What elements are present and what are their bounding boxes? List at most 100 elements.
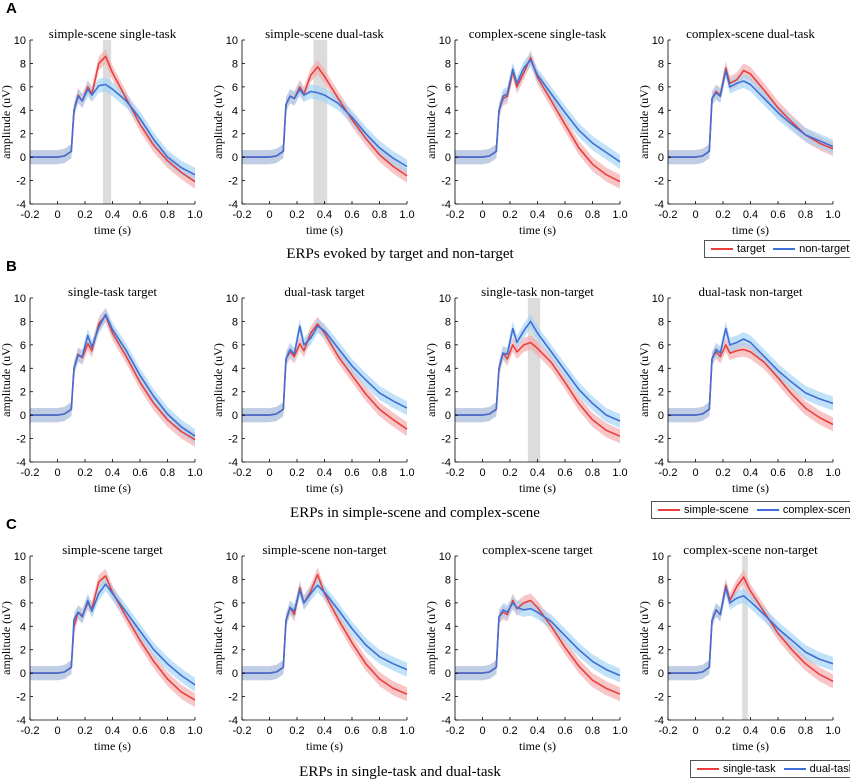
y-tick-label: 8 xyxy=(232,574,238,586)
error-band xyxy=(455,314,620,428)
y-tick-label: -2 xyxy=(16,692,26,704)
legend-label: dual-task xyxy=(809,763,850,775)
y-tick-label: -2 xyxy=(654,176,664,188)
error-band xyxy=(242,578,407,681)
x-axis-label: time (s) xyxy=(732,481,769,495)
y-tick-label: 6 xyxy=(658,598,664,610)
y-tick-label: 2 xyxy=(20,387,26,399)
y-tick-label: 8 xyxy=(658,316,664,328)
y-tick-label: 10 xyxy=(226,293,238,305)
x-tick-label: 0.2 xyxy=(502,467,517,479)
series-line xyxy=(30,83,196,176)
chart-panel: -4 -2 0 2 4 6 8 10 -0.2 0 0.2 0.4 0.6 0.8 1.0 complex-s… xyxy=(637,26,841,237)
series-line xyxy=(30,313,196,437)
legend-item-complex-scene: complex-scene xyxy=(756,504,850,516)
y-tick-label: 0 xyxy=(232,410,238,422)
error-band xyxy=(668,580,833,681)
x-tick-label: 0.8 xyxy=(372,209,387,221)
legend-label: target xyxy=(737,243,766,255)
chart-title: simple-scene target xyxy=(62,542,163,557)
y-tick-label: 4 xyxy=(445,363,451,375)
legend-line-icon xyxy=(783,768,806,770)
error-band xyxy=(455,335,620,444)
x-tick-label: 0.2 xyxy=(289,467,304,479)
chart-panel: -4 -2 0 2 4 6 8 10 -0.2 0 0.2 0.4 0.6 0.8 1.0 single-ta… xyxy=(0,284,203,495)
chart-panel: -4 -2 0 2 4 6 8 10 -0.2 0 0.2 0.4 0.6 0.8 1.0 dual-task… xyxy=(211,284,415,495)
legend-item-simple-scene: simple-scene xyxy=(658,504,749,516)
x-tick-label: 0 xyxy=(692,467,698,479)
x-tick-label: 0 xyxy=(266,467,272,479)
x-axis-label: time (s) xyxy=(519,739,556,753)
x-tick-label: 0.6 xyxy=(344,725,359,737)
x-tick-label: 0.6 xyxy=(132,209,147,221)
y-tick-label: -2 xyxy=(441,176,451,188)
y-tick-label: -2 xyxy=(228,434,238,446)
x-tick-label: 0 xyxy=(266,209,272,221)
y-tick-label: 8 xyxy=(20,316,26,328)
x-tick-label: 0.6 xyxy=(557,209,572,221)
y-tick-label: 0 xyxy=(658,668,664,680)
y-tick-label: 6 xyxy=(232,82,238,94)
y-tick-label: 8 xyxy=(232,316,238,328)
y-tick-label: -4 xyxy=(16,199,26,211)
x-tick-label: 0.4 xyxy=(743,467,758,479)
y-tick-label: 2 xyxy=(658,645,664,657)
y-tick-label: 6 xyxy=(20,340,26,352)
x-tick-label: -0.2 xyxy=(233,209,252,221)
y-tick-label: 8 xyxy=(232,58,238,70)
y-tick-label: 2 xyxy=(445,129,451,141)
y-tick-label: 8 xyxy=(20,58,26,70)
y-axis-label: amplitude (uV) xyxy=(637,85,651,159)
x-tick-label: 0.6 xyxy=(770,209,785,221)
x-tick-label: 0.8 xyxy=(372,725,387,737)
y-tick-label: 4 xyxy=(232,105,238,117)
chart-panel: -4 -2 0 2 4 6 8 10 -0.2 0 0.2 0.4 0.6 0.8 1.0 simple-sc… xyxy=(211,542,415,753)
chart-panel: -4 -2 0 2 4 6 8 10 -0.2 0 0.2 0.4 0.6 0.8 1.0 simple-sc… xyxy=(211,26,415,237)
y-tick-label: -4 xyxy=(228,199,238,211)
legend-label: simple-scene xyxy=(684,504,749,516)
chart-title: single-task target xyxy=(68,284,157,299)
y-tick-label: -4 xyxy=(441,715,451,727)
chart-panel: -4 -2 0 2 4 6 8 10 -0.2 0 0.2 0.4 0.6 0.8 1.0 simple-sc… xyxy=(0,542,203,753)
y-tick-label: 10 xyxy=(652,551,664,563)
chart-title: simple-scene single-task xyxy=(49,26,177,41)
error-band xyxy=(668,321,833,423)
y-tick-label: 0 xyxy=(20,410,26,422)
chart-panel: -4 -2 0 2 4 6 8 10 -0.2 0 0.2 0.4 0.6 0.8 1.0 complex-s… xyxy=(424,26,628,237)
x-tick-label: 0.2 xyxy=(77,725,92,737)
y-tick-label: 2 xyxy=(658,129,664,141)
legend-item-target: target xyxy=(711,243,765,255)
plot-area xyxy=(242,556,407,720)
y-tick-label: -2 xyxy=(228,176,238,188)
y-tick-label: 0 xyxy=(232,152,238,164)
x-tick-label: 1.0 xyxy=(187,209,202,221)
y-tick-label: 4 xyxy=(445,105,451,117)
row-caption-a: ERPs evoked by target and non-target xyxy=(286,246,514,262)
x-tick-label: 1.0 xyxy=(612,209,627,221)
y-tick-label: 2 xyxy=(445,387,451,399)
y-tick-label: 0 xyxy=(20,152,26,164)
legend-line-icon xyxy=(711,248,733,250)
significance-window xyxy=(742,556,748,720)
x-tick-label: 0.6 xyxy=(132,725,147,737)
x-tick-label: 0.2 xyxy=(715,467,730,479)
x-tick-label: 0 xyxy=(479,467,485,479)
x-tick-label: 0.2 xyxy=(77,209,92,221)
x-tick-label: 0.4 xyxy=(743,725,758,737)
y-tick-label: 10 xyxy=(652,293,664,305)
y-axis-label: amplitude (uV) xyxy=(211,85,225,159)
x-axis-label: time (s) xyxy=(732,739,769,753)
plot-area xyxy=(668,298,833,462)
y-tick-label: 10 xyxy=(226,35,238,47)
plot-area xyxy=(242,298,407,462)
error-band xyxy=(30,77,195,182)
x-tick-label: 0.2 xyxy=(77,467,92,479)
x-tick-label: 0.6 xyxy=(557,725,572,737)
plot-area xyxy=(455,40,620,204)
y-tick-label: 10 xyxy=(14,35,26,47)
y-tick-label: 4 xyxy=(232,363,238,375)
y-axis-label: amplitude (uV) xyxy=(0,601,13,675)
x-tick-label: 0.6 xyxy=(132,467,147,479)
y-tick-label: -4 xyxy=(654,199,664,211)
y-tick-label: 4 xyxy=(658,363,664,375)
